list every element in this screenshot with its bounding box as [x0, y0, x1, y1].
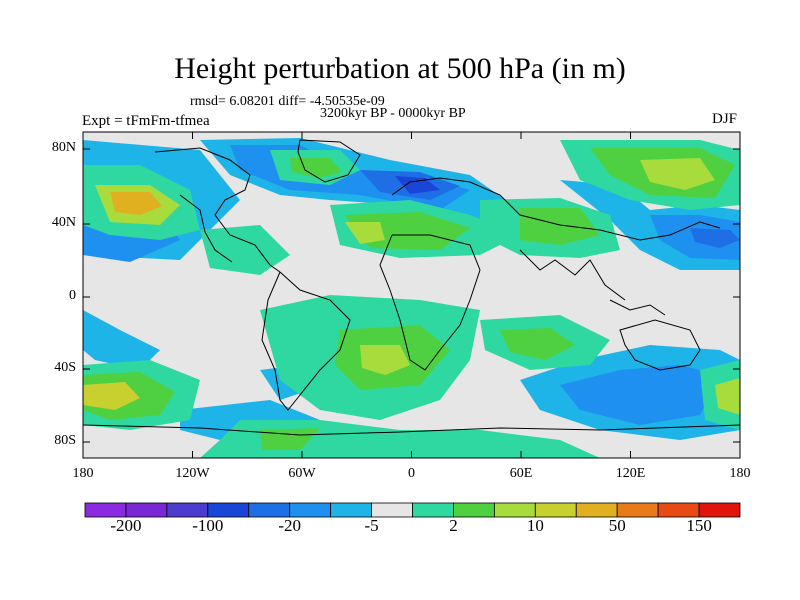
field-neg-east-asia-deep: [690, 228, 740, 248]
colorbar-swatch: [330, 502, 372, 518]
colorbar-label: 10: [526, 516, 544, 535]
field-pos-dateline-south-peak: [715, 378, 740, 415]
field-pos-north-pacific-core: [110, 192, 162, 215]
colorbar-swatch: [412, 502, 454, 518]
field-pos-south-pacific-peak: [83, 382, 140, 410]
field-pos-greenland-core: [290, 158, 342, 178]
coast-north-america-west: [179, 194, 233, 263]
coast-south-asia: [519, 249, 626, 301]
colorbar-swatch: [575, 502, 618, 518]
period-label: 3200kyr BP - 0000kyr BP: [320, 106, 466, 121]
field-pos-indian-core: [500, 328, 575, 360]
x-tick-label: 180: [729, 466, 751, 481]
field-pos-south-asia-core: [520, 208, 600, 245]
map-title: Height perturbation at 500 hPa (in m): [174, 52, 626, 85]
colorbar-swatch: [371, 502, 413, 518]
field-pos-mediterranean-peak: [345, 222, 385, 244]
colorbar-swatch: [616, 502, 659, 518]
colorbar-swatch: [493, 502, 536, 518]
x-tick-label: 60E: [509, 466, 533, 481]
colorbar-swatch: [166, 502, 209, 518]
coast-north-america: [154, 147, 281, 273]
x-tick-label: 0: [408, 466, 415, 481]
coast-antarctica: [83, 424, 740, 436]
colorbar-label: 150: [686, 516, 712, 535]
season-label: DJF: [712, 111, 738, 127]
coastlines: [83, 139, 740, 436]
coast-indonesia: [609, 299, 666, 316]
positive-anomalies: [83, 140, 740, 458]
coast-eurasia: [391, 177, 721, 241]
x-tick-label: 120E: [615, 466, 646, 481]
colorbar-swatch: [657, 502, 700, 518]
x-tick-label: 120W: [175, 466, 210, 481]
map-field: [83, 132, 740, 458]
field-neg-southern-indian-core: [560, 365, 720, 425]
colorbar-swatch: [534, 502, 577, 518]
colorbar: [84, 502, 741, 518]
colorbar-swatch: [84, 502, 127, 518]
y-tick-label: 40S: [54, 360, 76, 375]
y-tick-label: 80N: [51, 140, 76, 155]
field-pos-south-atlantic-peak: [360, 345, 410, 375]
colorbar-label: -100: [192, 516, 224, 535]
y-tick-label: 40N: [51, 215, 76, 230]
field-pos-siberia-peak: [640, 158, 715, 190]
stats-label: rmsd= 6.08201 diff= -4.50535e-09: [190, 94, 385, 109]
y-tick-label: 80S: [54, 433, 76, 448]
colorbar-label: 2: [449, 516, 458, 535]
colorbar-swatch: [698, 502, 741, 518]
y-tick-label: 0: [69, 288, 76, 303]
coast-south-america: [261, 271, 351, 411]
colorbar-label: -5: [364, 516, 379, 535]
field-neg-europe-deep: [395, 176, 440, 194]
x-tick-label: 180: [72, 466, 94, 481]
colorbar-label: -200: [110, 516, 142, 535]
colorbar-swatch: [207, 502, 250, 518]
colorbar-swatch: [289, 502, 332, 518]
colorbar-swatch: [125, 502, 168, 518]
field-neg-south-pacific: [83, 310, 160, 370]
coast-africa: [379, 234, 481, 371]
colorbar-swatch: [248, 502, 291, 518]
coast-greenland: [297, 139, 361, 183]
axis-ticks: [82, 132, 741, 458]
colorbar-swatch: [453, 502, 495, 518]
colorbar-label: 50: [608, 516, 626, 535]
experiment-label: Expt = tFmFm-tfmea: [82, 113, 210, 129]
coast-australia: [619, 319, 701, 371]
x-tick-label: 60W: [288, 466, 316, 481]
colorbar-label: -20: [278, 516, 302, 535]
